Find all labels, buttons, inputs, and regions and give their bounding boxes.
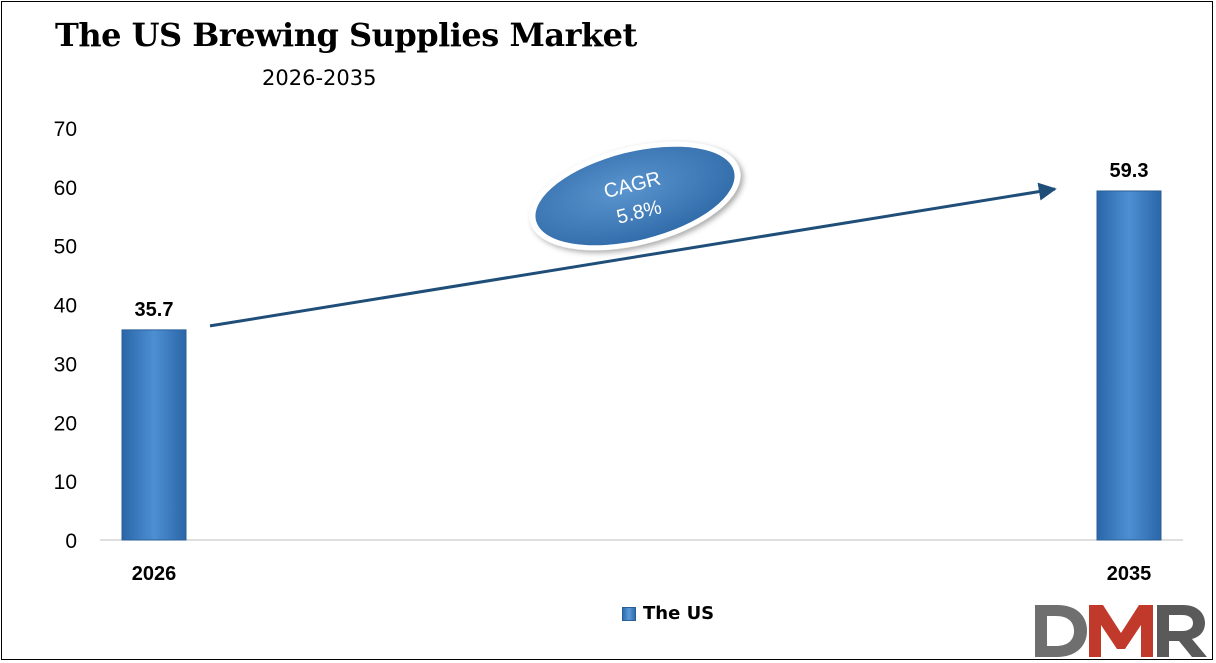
x-tick-label-2035: 2035 bbox=[1107, 563, 1152, 585]
y-tick-label: 70 bbox=[54, 118, 77, 141]
bars-group: 35.7 2026 59.3 2035 bbox=[121, 160, 1162, 585]
cagr-badge: CAGR 5.8% bbox=[529, 141, 741, 251]
dmr-logo bbox=[1035, 605, 1207, 657]
data-label-2026: 35.7 bbox=[135, 299, 174, 321]
bar-2035 bbox=[1096, 190, 1162, 541]
legend: The US bbox=[622, 603, 714, 624]
y-axis: 0 10 20 30 40 50 60 70 bbox=[54, 118, 77, 553]
y-tick-label: 60 bbox=[54, 177, 77, 200]
y-tick-label: 40 bbox=[54, 295, 77, 318]
legend-label: The US bbox=[643, 603, 715, 624]
bar-2026 bbox=[121, 329, 187, 541]
cagr-arrow bbox=[209, 182, 1057, 328]
y-tick-label: 20 bbox=[54, 412, 77, 435]
y-tick-label: 30 bbox=[54, 353, 77, 376]
data-label-2035: 59.3 bbox=[1110, 160, 1149, 182]
chart-subtitle: 2026-2035 bbox=[262, 66, 377, 90]
x-tick-label-2026: 2026 bbox=[132, 563, 177, 585]
y-tick-label: 10 bbox=[54, 471, 77, 494]
y-tick-label: 0 bbox=[65, 530, 77, 553]
chart-title: The US Brewing Supplies Market bbox=[55, 16, 637, 54]
legend-swatch bbox=[622, 606, 636, 621]
y-tick-label: 50 bbox=[54, 236, 77, 259]
